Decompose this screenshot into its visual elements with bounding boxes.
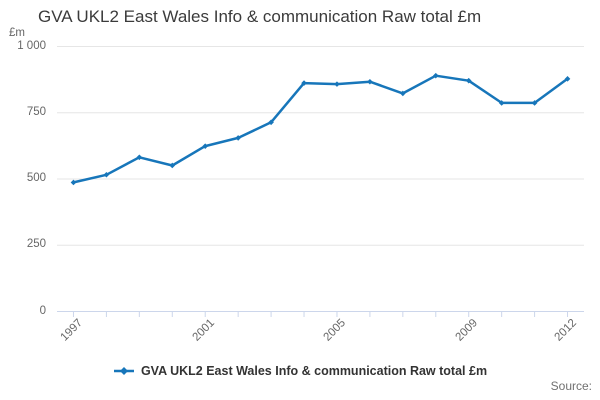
data-point-marker[interactable] [465, 77, 472, 84]
y-axis-unit-label: £m [9, 27, 25, 39]
chart-title: GVA UKL2 East Wales Info & communication… [38, 7, 482, 26]
data-point-marker[interactable] [268, 119, 274, 126]
legend-marker-icon [113, 367, 134, 375]
data-point-marker[interactable] [531, 100, 538, 106]
data-point-marker[interactable] [169, 162, 176, 169]
data-point-marker[interactable] [564, 76, 571, 82]
data-point-marker[interactable] [136, 154, 143, 161]
source-label: Source: [550, 379, 592, 393]
y-tick-label: 0 [39, 304, 46, 317]
legend-item[interactable]: GVA UKL2 East Wales Info & communication… [0, 362, 600, 380]
data-point-marker[interactable] [498, 100, 505, 106]
data-point-marker[interactable] [301, 80, 307, 86]
data-point-marker[interactable] [432, 72, 439, 79]
data-point-marker[interactable] [400, 90, 406, 97]
data-point-marker[interactable] [367, 78, 373, 85]
series-line[interactable] [70, 72, 571, 186]
data-point-marker[interactable] [334, 81, 340, 87]
data-point-marker[interactable] [235, 135, 241, 141]
data-point-marker[interactable] [103, 171, 110, 178]
y-tick-label: 1 000 [17, 39, 46, 52]
data-point-marker[interactable] [202, 143, 209, 149]
y-tick-label: 250 [26, 238, 46, 251]
series-path[interactable] [73, 74, 569, 184]
y-tick-label: 750 [26, 105, 46, 118]
data-point-marker[interactable] [70, 179, 77, 186]
y-tick-label: 500 [26, 172, 46, 184]
legend-label: GVA UKL2 East Wales Info & communication… [140, 364, 488, 378]
